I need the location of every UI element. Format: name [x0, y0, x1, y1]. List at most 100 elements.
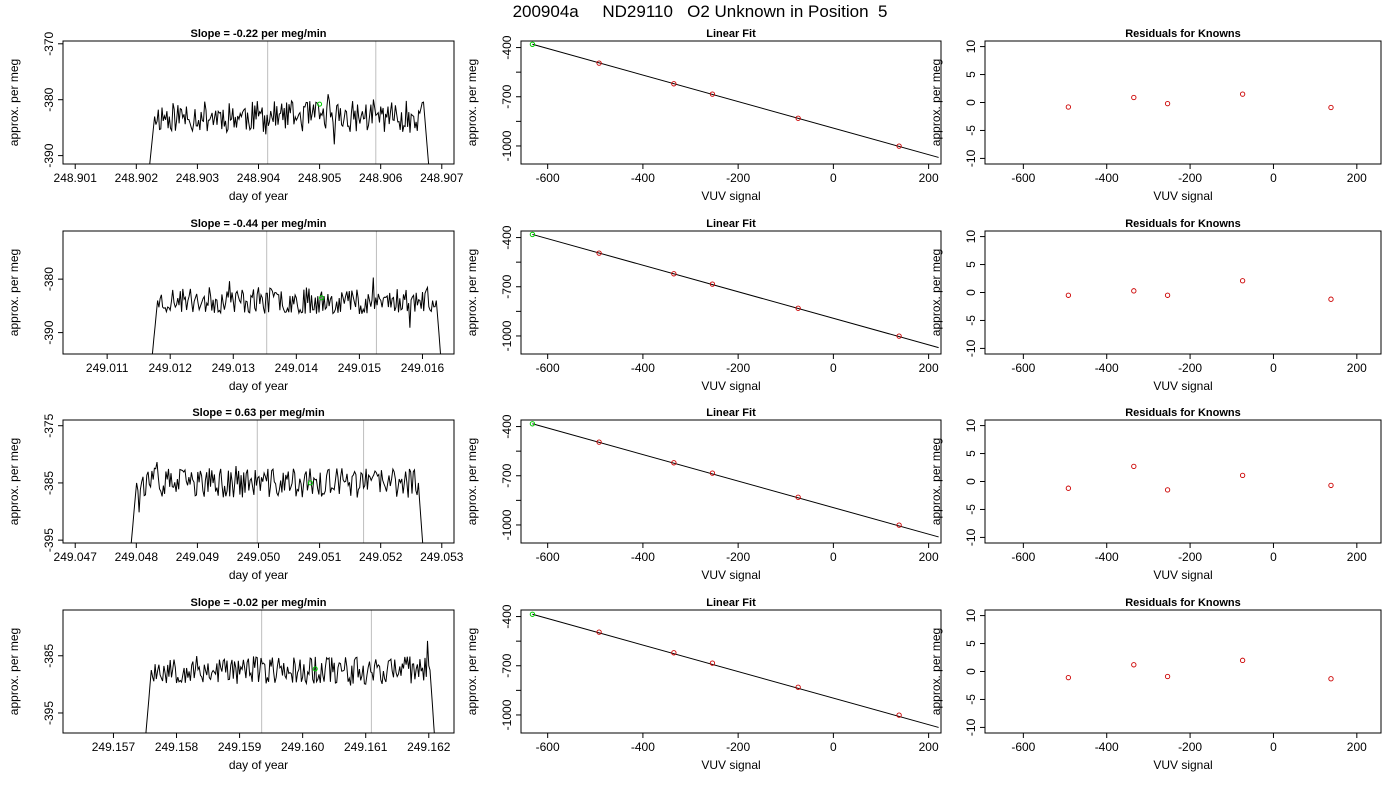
- residual-point: [1239, 472, 1246, 478]
- y-axis-label: approx. per meg: [7, 59, 21, 146]
- known-point: [596, 629, 602, 635]
- x-tick-label: 200: [1347, 550, 1367, 564]
- data-trace: [149, 94, 430, 164]
- x-tick-label: 0: [830, 361, 837, 375]
- y-tick-label: -400: [500, 604, 514, 628]
- x-tick-label: -400: [631, 361, 655, 375]
- residual-point: [1239, 657, 1246, 663]
- x-tick-label: 0: [830, 740, 837, 754]
- data-trace: [151, 277, 442, 354]
- residual-point: [1065, 675, 1072, 681]
- panel-title: Residuals for Knowns: [1125, 597, 1241, 609]
- x-tick-label: 248.904: [237, 171, 281, 185]
- main-title: 200904a ND29110 O2 Unknown in Position 5: [512, 2, 888, 21]
- unknown-marker: [307, 480, 313, 486]
- x-tick-label: 0: [830, 550, 837, 564]
- x-tick-label: -400: [631, 171, 655, 185]
- panel-1-0: Slope = -0.44 per meg/min day of year appr…: [7, 218, 455, 393]
- plot-area: [529, 421, 939, 538]
- panel-title: Residuals for Knowns: [1125, 407, 1241, 419]
- known-point: [896, 522, 902, 528]
- y-tick-label: 5: [964, 261, 978, 268]
- plot-area: [529, 611, 939, 728]
- y-axis-label: approx. per meg: [465, 628, 479, 715]
- y-axis-label: approx. per meg: [465, 249, 479, 336]
- unknown-point: [529, 611, 536, 617]
- y-tick-label: -5: [964, 315, 978, 326]
- x-tick-label: 249.013: [212, 361, 256, 375]
- y-tick-label: -375: [42, 413, 56, 437]
- plot-frame: [520, 40, 942, 165]
- fit-line: [532, 423, 939, 538]
- x-tick-label: -200: [726, 171, 750, 185]
- panel-title: Linear Fit: [706, 407, 756, 419]
- x-tick-label: 249.157: [92, 740, 136, 754]
- unknown-point: [529, 421, 536, 427]
- x-tick-label: 200: [919, 171, 939, 185]
- x-tick-label: 248.905: [298, 171, 342, 185]
- residual-point: [1131, 288, 1137, 294]
- y-tick-label: -700: [500, 653, 514, 677]
- y-tick-label: 0: [964, 668, 978, 675]
- panel-3-0: Slope = -0.02 per meg/min day of year appr…: [7, 597, 455, 772]
- y-tick-label: -700: [500, 274, 514, 298]
- plot-area: [151, 231, 442, 354]
- plot-frame: [62, 230, 455, 355]
- panel-title: Linear Fit: [706, 218, 756, 230]
- y-tick-label: -1000: [500, 130, 514, 161]
- y-axis-label: approx. per meg: [465, 438, 479, 525]
- residual-point: [1164, 487, 1171, 493]
- residual-point: [1065, 104, 1072, 110]
- panel-0-0: Slope = -0.22 per meg/min day of year appr…: [7, 28, 464, 203]
- plot-frame: [62, 419, 455, 544]
- known-point: [795, 115, 801, 121]
- y-tick-label: -380: [42, 267, 56, 291]
- plot-area: [1065, 657, 1334, 682]
- known-point: [671, 271, 677, 277]
- plot-area: [529, 231, 939, 349]
- unknown-marker: [312, 666, 318, 672]
- x-tick-label: 0: [830, 171, 837, 185]
- x-axis-label: VUV signal: [701, 568, 760, 582]
- fit-line: [532, 613, 939, 728]
- x-tick-label: 249.011: [86, 361, 129, 375]
- x-tick-label: -600: [536, 361, 560, 375]
- x-tick-label: -400: [1095, 361, 1119, 375]
- x-tick-label: -200: [1178, 740, 1202, 754]
- residual-point: [1131, 662, 1137, 668]
- panel-title: Linear Fit: [706, 597, 756, 609]
- x-tick-label: 248.906: [359, 171, 403, 185]
- plot-frame: [984, 230, 1382, 355]
- x-tick-label: -200: [726, 550, 750, 564]
- x-tick-label: -600: [536, 740, 560, 754]
- y-tick-label: -385: [42, 471, 56, 495]
- x-tick-label: -400: [1095, 171, 1119, 185]
- x-tick-label: 200: [1347, 361, 1367, 375]
- plot-frame: [62, 609, 455, 734]
- x-axis-label: VUV signal: [1153, 758, 1212, 772]
- panel-title: Linear Fit: [706, 28, 756, 40]
- y-axis-label: approx. per meg: [7, 438, 21, 525]
- y-tick-label: -395: [42, 528, 56, 552]
- y-tick-label: 5: [964, 71, 978, 78]
- known-point: [709, 660, 716, 666]
- known-point: [896, 333, 902, 339]
- panel-3-2: Residuals for Knowns VUV signal approx. pe…: [929, 597, 1382, 772]
- panel-0-1: Linear Fit VUV signal approx. per meg -600 -…: [465, 28, 942, 203]
- x-tick-label: 200: [1347, 171, 1367, 185]
- x-axis-label: VUV signal: [701, 758, 760, 772]
- y-axis-label: approx. per meg: [929, 628, 943, 715]
- plot-area: [149, 41, 430, 164]
- x-tick-label: 0: [1270, 740, 1277, 754]
- x-tick-label: 249.160: [281, 740, 325, 754]
- y-tick-label: 5: [964, 450, 978, 457]
- x-tick-label: 249.047: [54, 550, 98, 564]
- y-tick-label: -400: [500, 35, 514, 59]
- y-tick-label: -395: [42, 701, 56, 725]
- x-tick-label: 200: [919, 361, 939, 375]
- plot-area: [1065, 463, 1334, 493]
- plot-frame: [984, 419, 1382, 544]
- residual-point: [1164, 100, 1171, 107]
- x-axis-label: VUV signal: [701, 379, 760, 393]
